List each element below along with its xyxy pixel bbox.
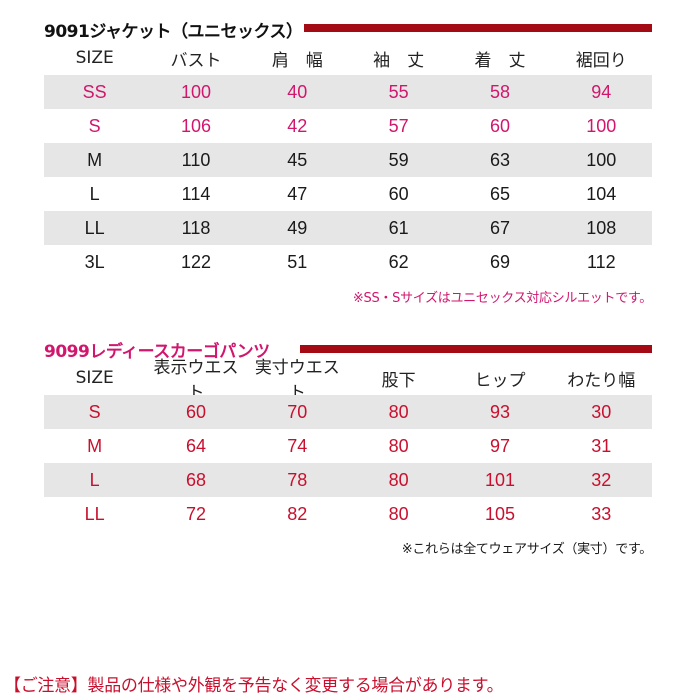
value-cell: 33 xyxy=(591,503,612,524)
value-cell: 49 xyxy=(287,217,308,238)
value-cell: 63 xyxy=(489,149,510,170)
value-cell: 64 xyxy=(185,435,206,456)
value-cell: 30 xyxy=(591,401,612,422)
value-cell: 80 xyxy=(388,469,409,490)
value-cell: 100 xyxy=(586,149,617,170)
table-row: S 60 70 80 93 30 xyxy=(44,395,652,429)
jacket-header-row: SIZE バスト 肩 幅 袖 丈 着 丈 裾回り xyxy=(44,41,652,75)
value-cell: 47 xyxy=(287,183,308,204)
value-cell: 60 xyxy=(185,401,206,422)
size-cell: S xyxy=(88,115,101,136)
size-cell: L xyxy=(89,183,100,204)
value-cell: 106 xyxy=(180,115,212,136)
value-cell: 100 xyxy=(586,115,617,136)
table-row: 3L 122 51 62 69 112 xyxy=(44,245,652,279)
jacket-col-length: 着 丈 xyxy=(474,50,526,71)
value-cell: 42 xyxy=(287,115,308,136)
value-cell: 62 xyxy=(388,251,409,272)
table-row: L 114 47 60 65 104 xyxy=(44,177,652,211)
table-row: M 110 45 59 63 100 xyxy=(44,143,652,177)
size-cell: S xyxy=(88,401,101,422)
value-cell: 59 xyxy=(388,149,409,170)
value-cell: 112 xyxy=(586,251,616,272)
footer-caution: 【ご注意】製品の仕様や外観を予告なく変更する場合があります。 xyxy=(4,676,504,696)
value-cell: 80 xyxy=(388,503,409,524)
jacket-col-size: SIZE xyxy=(75,48,114,68)
value-cell: 51 xyxy=(287,251,308,272)
pants-col-inseam: 股下 xyxy=(381,370,416,391)
pants-header-row: SIZE 表示ウエスト 実寸ウエスト 股下 ヒップ わたり幅 xyxy=(44,358,652,403)
value-cell: 61 xyxy=(388,217,409,238)
jacket-note: ※SS・Sサイズはユニセックス対応シルエットです。 xyxy=(352,291,652,306)
pants-title: 9099レディースカーゴパンツ xyxy=(44,341,270,362)
pants-col-size: SIZE xyxy=(75,368,114,388)
value-cell: 74 xyxy=(287,435,308,456)
size-cell: 3L xyxy=(84,251,105,272)
value-cell: 78 xyxy=(287,469,308,490)
table-row: LL 118 49 61 67 108 xyxy=(44,211,652,245)
jacket-title: 9091ジャケット（ユニセックス） xyxy=(44,21,303,42)
value-cell: 70 xyxy=(287,401,308,422)
table-row: S 106 42 57 60 100 xyxy=(44,109,652,143)
jacket-col-shoulder: 肩 幅 xyxy=(271,50,323,71)
value-cell: 82 xyxy=(287,503,308,524)
value-cell: 60 xyxy=(489,115,510,136)
pants-col-hip: ヒップ xyxy=(474,370,526,391)
value-cell: 68 xyxy=(185,469,206,490)
value-cell: 60 xyxy=(388,183,409,204)
value-cell: 110 xyxy=(181,149,211,170)
value-cell: 58 xyxy=(489,81,510,102)
value-cell: 118 xyxy=(181,217,211,238)
value-cell: 32 xyxy=(591,469,612,490)
value-cell: 100 xyxy=(180,81,212,102)
value-cell: 108 xyxy=(586,217,617,238)
table-row: M 64 74 80 97 31 xyxy=(44,429,652,463)
size-cell: L xyxy=(89,469,100,490)
value-cell: 80 xyxy=(388,401,409,422)
size-cell: LL xyxy=(84,217,105,238)
jacket-col-bust: バスト xyxy=(170,50,222,71)
pants-note: ※これらは全てウェアサイズ（実寸）です。 xyxy=(401,542,653,557)
jacket-col-hem: 裾回り xyxy=(575,50,627,71)
table-row: LL 72 82 80 105 33 xyxy=(44,497,652,531)
value-cell: 45 xyxy=(287,149,308,170)
value-cell: 31 xyxy=(591,435,612,456)
pants-col-thigh: わたり幅 xyxy=(567,370,636,391)
value-cell: 104 xyxy=(586,183,617,204)
size-cell: M xyxy=(87,149,103,170)
size-cell: LL xyxy=(84,503,105,524)
value-cell: 101 xyxy=(484,469,515,490)
value-cell: 114 xyxy=(181,183,211,204)
size-cell: SS xyxy=(82,81,107,102)
value-cell: 105 xyxy=(484,503,515,524)
value-cell: 55 xyxy=(388,81,409,102)
value-cell: 80 xyxy=(388,435,409,456)
value-cell: 97 xyxy=(489,435,510,456)
value-cell: 122 xyxy=(180,251,212,272)
pants-title-bar xyxy=(300,345,652,353)
value-cell: 94 xyxy=(591,81,612,102)
table-row: L 68 78 80 101 32 xyxy=(44,463,652,497)
jacket-col-sleeve: 袖 丈 xyxy=(373,50,425,71)
value-cell: 65 xyxy=(489,183,510,204)
table-row: SS 100 40 55 58 94 xyxy=(44,75,652,109)
value-cell: 40 xyxy=(287,81,308,102)
jacket-title-bar xyxy=(304,24,652,32)
value-cell: 57 xyxy=(388,115,409,136)
value-cell: 72 xyxy=(185,503,206,524)
size-cell: M xyxy=(87,435,103,456)
value-cell: 93 xyxy=(489,401,510,422)
value-cell: 69 xyxy=(489,251,510,272)
jacket-size-table: SS 100 40 55 58 94 S 106 42 57 60 100 M … xyxy=(44,75,652,279)
value-cell: 67 xyxy=(489,217,510,238)
pants-size-table: S 60 70 80 93 30 M 64 74 80 97 31 L 68 7… xyxy=(44,395,652,531)
